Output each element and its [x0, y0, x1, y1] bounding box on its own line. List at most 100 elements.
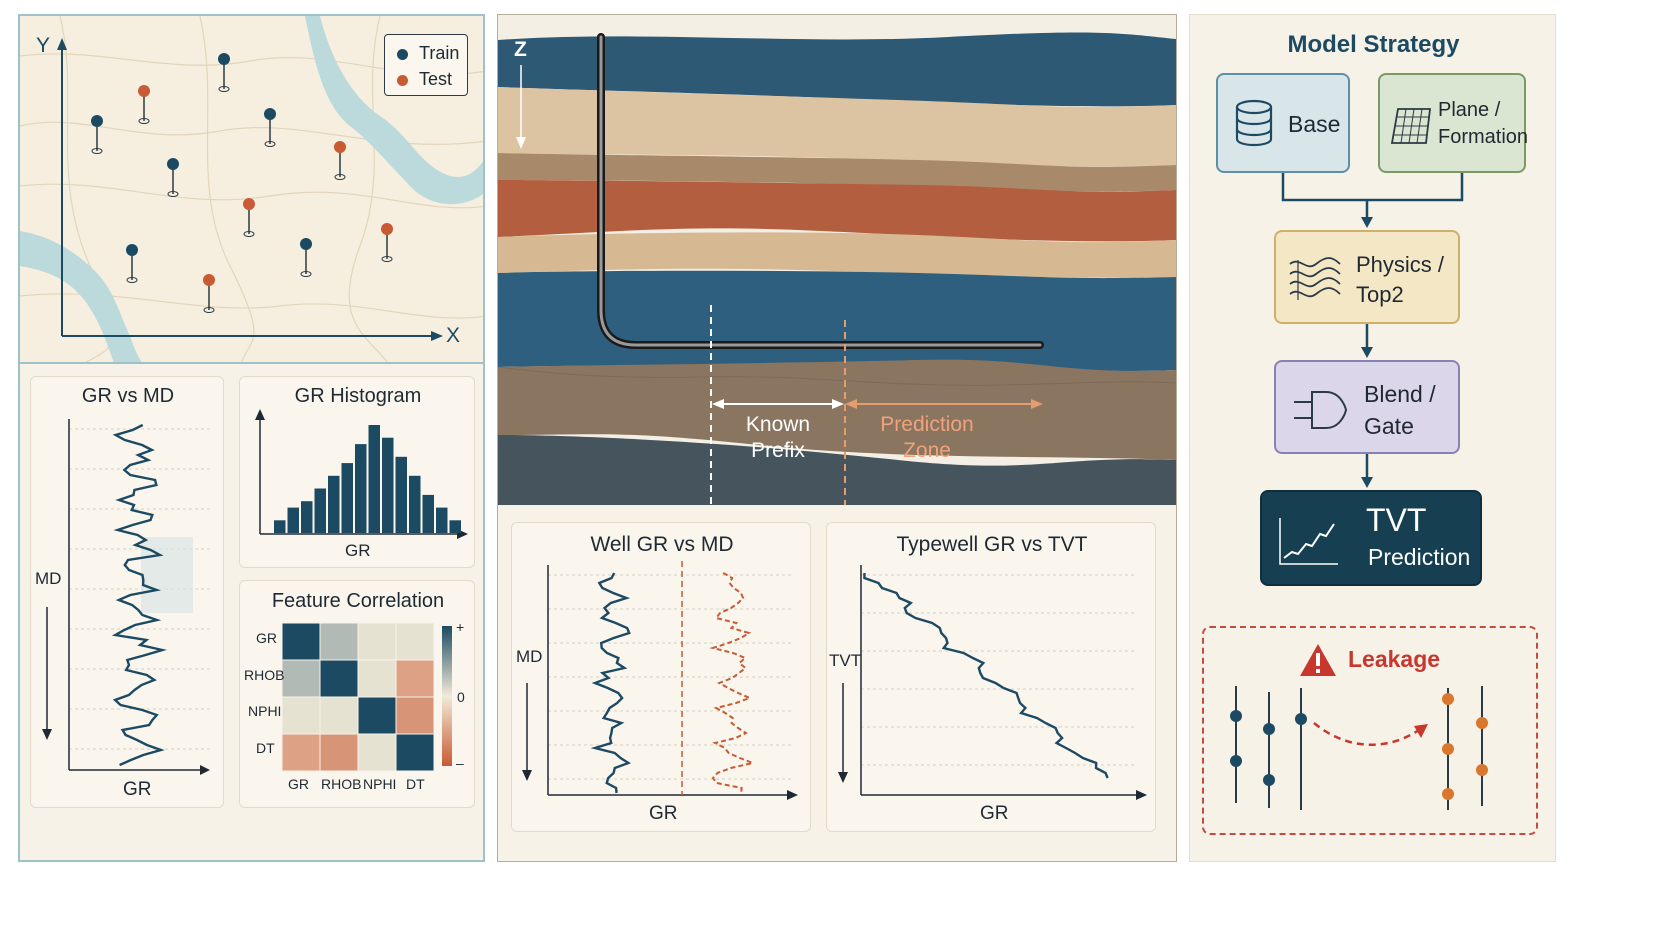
- leakage-diagram: [1230, 686, 1488, 810]
- physics-top2-label: Physics / Top2: [1356, 250, 1444, 310]
- typewell-ylabel: TVT: [829, 651, 862, 670]
- blend-line-2: Gate: [1364, 413, 1414, 439]
- legend-train-label: Train: [419, 43, 460, 63]
- trend-chart-icon: [1279, 518, 1338, 565]
- river-top: [305, 16, 483, 205]
- well-gr-md-xlabel: GR: [649, 803, 678, 824]
- gr-histogram-card: GR Histogram GR: [239, 376, 475, 568]
- histogram-bar: [287, 507, 299, 533]
- known-prefix-line-2: Prefix: [751, 439, 805, 462]
- histogram-plot: [255, 409, 468, 539]
- test-well-pin: [138, 85, 150, 124]
- physics-line-2: Top2: [1356, 282, 1404, 307]
- warning-icon: [1300, 644, 1336, 676]
- prediction-zone-line-2: Zone: [903, 439, 951, 462]
- train-well-pin: [218, 53, 230, 92]
- correlation-cell: [281, 622, 321, 661]
- histogram-bar: [436, 507, 448, 533]
- correlation-cell: [395, 622, 435, 661]
- histogram-bar: [301, 501, 313, 533]
- colorbar-mid-label: 0: [457, 689, 465, 705]
- corr-row-label: NPHI: [248, 703, 282, 719]
- histogram-xlabel: GR: [345, 541, 371, 560]
- plane-formation-box[interactable]: Plane / Formation: [1378, 73, 1528, 173]
- train-well-pin: [91, 115, 103, 154]
- colorbar-top-label: +: [456, 619, 465, 635]
- correlation-cell: [319, 659, 359, 698]
- strategy-flow-connectors: [1281, 172, 1464, 488]
- typewell-plot: [838, 565, 1147, 800]
- train-well-pin: [167, 158, 179, 197]
- typewell-xlabel: GR: [980, 803, 1009, 824]
- legend-train-marker: [397, 49, 408, 60]
- histogram-bar: [395, 456, 407, 533]
- histogram-bar: [328, 475, 340, 533]
- correlation-cell: [281, 659, 321, 698]
- histogram-bar: [341, 463, 353, 533]
- gr-vs-md-card: GR vs MD MD GR: [30, 376, 224, 808]
- tvt-label: TVT: [1366, 502, 1427, 538]
- corr-col-label: NPHI: [363, 776, 397, 792]
- histogram-bar: [422, 494, 434, 533]
- correlation-cell: [395, 733, 435, 772]
- correlation-colorbar: [442, 626, 452, 766]
- map-y-axis-label: Y: [36, 34, 51, 57]
- correlation-cell: [319, 696, 359, 735]
- prediction-zone-label: Prediction Zone: [862, 412, 992, 464]
- corr-col-label: DT: [406, 776, 425, 792]
- histogram-bar: [274, 520, 286, 533]
- correlation-cell: [357, 622, 397, 661]
- plane-formation-label: Plane / Formation: [1438, 97, 1528, 151]
- plane-line-2: Formation: [1438, 126, 1529, 148]
- strategy-title: Model Strategy: [1287, 31, 1460, 58]
- correlation-cell: [395, 696, 435, 735]
- map-graphic: [20, 16, 483, 362]
- correlation-cell: [357, 696, 397, 735]
- geologic-cross-section: [498, 15, 1176, 505]
- gr-md-title: GR vs MD: [81, 385, 175, 407]
- correlation-title: Feature Correlation: [271, 590, 445, 612]
- train-test-map-panel: Y X Train Test: [18, 14, 485, 364]
- gr-md-xlabel: GR: [123, 779, 152, 800]
- corr-col-label: RHOB: [321, 776, 362, 792]
- test-well-pin: [334, 141, 346, 180]
- train-well-pin: [300, 238, 312, 277]
- histogram-title: GR Histogram: [294, 385, 422, 407]
- legend-test-marker: [397, 75, 408, 86]
- histogram-bar: [449, 520, 461, 533]
- histogram-bar: [355, 444, 367, 533]
- known-prefix-line-1: Known: [745, 413, 811, 436]
- typewell-title: Typewell GR vs TVT: [896, 533, 1088, 556]
- corr-row-label: DT: [256, 740, 275, 756]
- and-gate-icon: [1294, 391, 1348, 429]
- map-legend: Train Test: [384, 34, 468, 96]
- train-well-pin: [264, 108, 276, 147]
- prediction-zone-line-1: Prediction: [880, 413, 974, 436]
- gr-md-plot: [42, 419, 211, 775]
- colorbar-bottom-label: –: [456, 755, 464, 771]
- section-z-axis-label: Z: [514, 38, 527, 61]
- corr-row-label: RHOB: [244, 667, 285, 683]
- histogram-bar: [409, 475, 421, 533]
- test-well-pin: [243, 198, 255, 237]
- physics-top2-box[interactable]: Physics / Top2: [1274, 230, 1460, 324]
- blend-gate-box[interactable]: Blend / Gate: [1274, 360, 1460, 454]
- river-left: [20, 231, 142, 362]
- correlation-cell: [319, 733, 359, 772]
- feature-correlation-card: Feature Correlation GR RHOB NPHI DT GR R…: [239, 580, 475, 808]
- corr-col-label: GR: [288, 776, 309, 792]
- physics-line-1: Physics /: [1356, 252, 1445, 277]
- leakage-label: Leakage: [1348, 646, 1441, 672]
- tvt-prediction-box[interactable]: TVT Prediction: [1260, 490, 1482, 586]
- well-gr-md-plot: [522, 561, 798, 800]
- map-x-axis-label: X: [446, 324, 461, 347]
- blend-gate-label: Blend / Gate: [1364, 378, 1436, 442]
- typewell-card: Typewell GR vs TVT TVT GR: [826, 522, 1156, 832]
- base-model-label: Base: [1288, 111, 1341, 137]
- tvt-prediction-label: Prediction: [1368, 544, 1471, 570]
- known-prefix-label: Known Prefix: [730, 412, 826, 464]
- wave-layers-icon: [1289, 257, 1341, 300]
- base-model-box[interactable]: Base: [1216, 73, 1350, 173]
- correlation-cell: [357, 733, 397, 772]
- blend-line-1: Blend /: [1364, 381, 1436, 407]
